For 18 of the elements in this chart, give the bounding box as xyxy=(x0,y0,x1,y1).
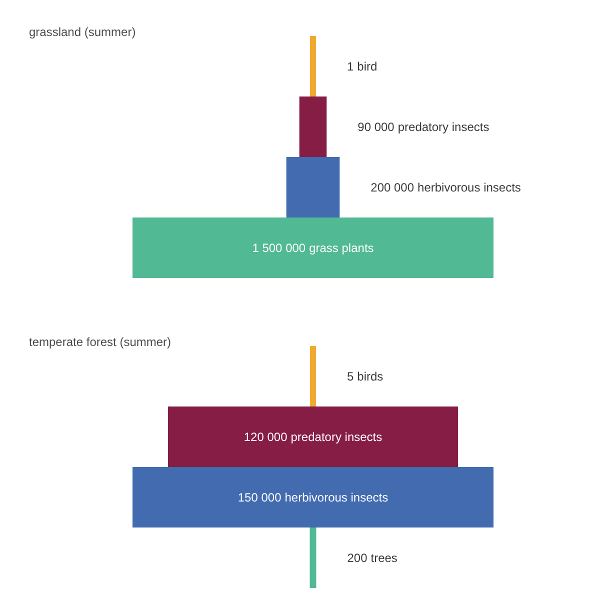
category-label: trees xyxy=(370,550,398,565)
data-label: 200 xyxy=(347,550,368,565)
text: grassland (summer) xyxy=(29,25,136,39)
category-label: herbivorous insects xyxy=(284,490,388,504)
category-label: predatory insects xyxy=(290,430,382,444)
data-label: 200 000 xyxy=(370,180,414,194)
category-label: bird xyxy=(357,59,378,74)
text: temperate forest (summer) xyxy=(29,335,172,349)
data-label: 1 xyxy=(347,59,354,74)
data-label: 1 500 000 xyxy=(252,240,306,255)
category-label: predatory insects xyxy=(398,120,490,134)
data-label: 90 000 xyxy=(358,120,395,134)
data-label: 5 xyxy=(347,369,354,384)
data-label: 120 000 xyxy=(244,430,288,444)
category-label: grass plants xyxy=(309,240,374,255)
data-label: 150 000 xyxy=(238,490,282,504)
category-label: herbivorous insects xyxy=(418,180,521,194)
category-label: birds xyxy=(357,369,384,384)
